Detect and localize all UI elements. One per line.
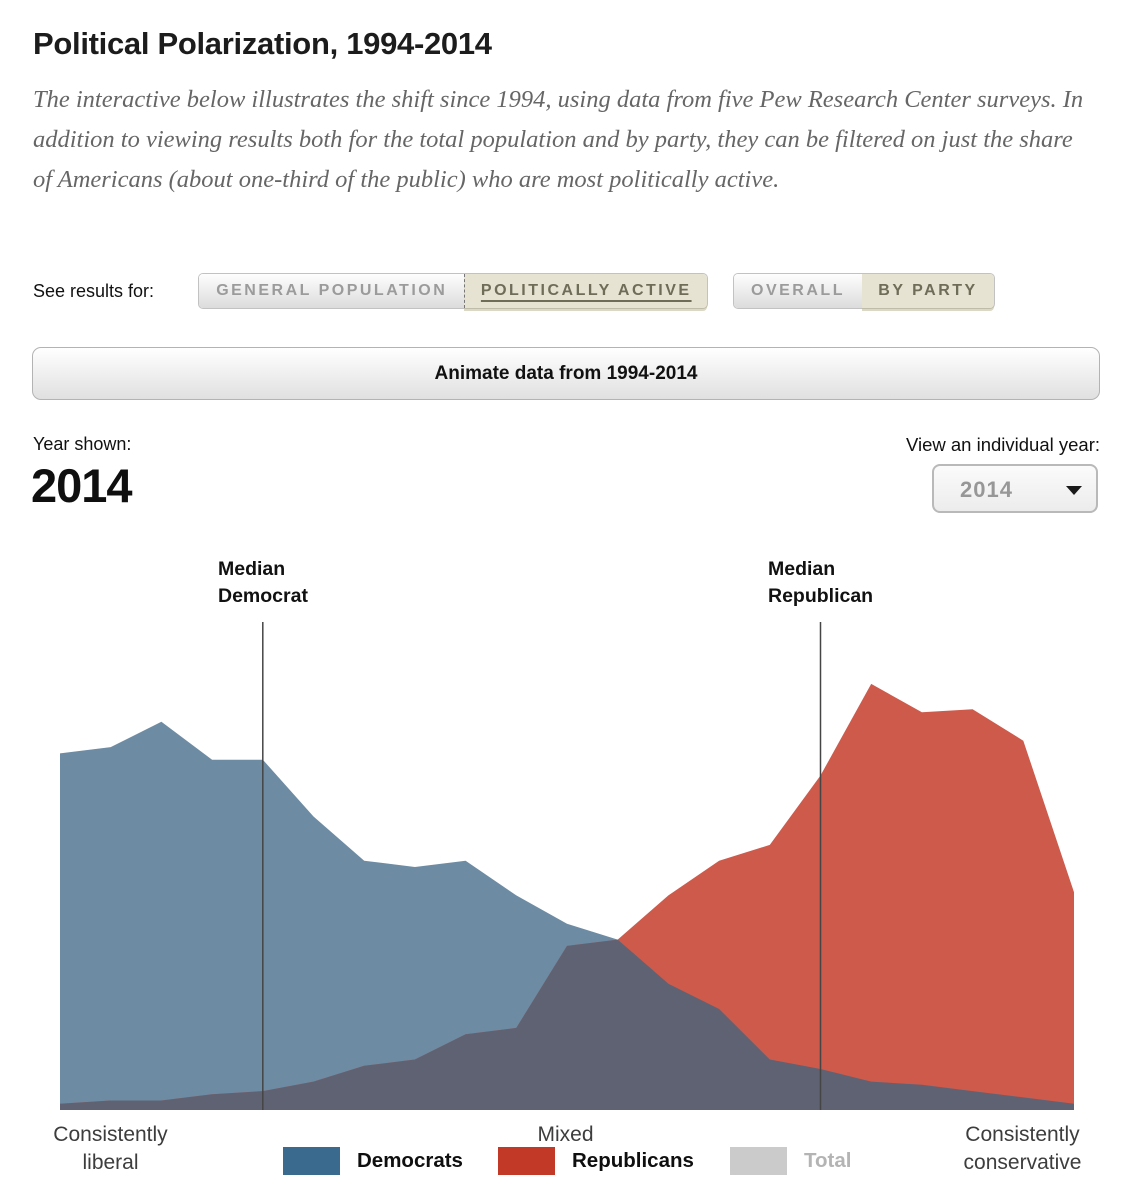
legend-item-republicans[interactable]: Republicans xyxy=(498,1147,694,1175)
year-dropdown-value: 2014 xyxy=(960,477,1013,502)
legend-item-democrats[interactable]: Democrats xyxy=(283,1147,463,1175)
view-toggle-group: OVERALL BY PARTY xyxy=(733,273,995,309)
polarization-area-chart: Median Democrat Median Republican xyxy=(0,550,1125,1110)
population-toggle-group: GENERAL POPULATION POLITICALLY ACTIVE xyxy=(198,273,708,309)
democrats-swatch-icon xyxy=(283,1147,340,1175)
legend-label: Total xyxy=(804,1149,852,1172)
by-party-button[interactable]: BY PARTY xyxy=(862,274,994,308)
republicans-swatch-icon xyxy=(498,1147,555,1175)
overlap-area xyxy=(60,939,1074,1110)
x-axis-label-conservative: Consistently conservative xyxy=(963,1123,1082,1174)
politically-active-button[interactable]: POLITICALLY ACTIVE xyxy=(464,274,707,308)
see-results-label: See results for: xyxy=(33,281,155,301)
democrats-area xyxy=(60,721,1074,1110)
x-axis-label-mixed: Mixed xyxy=(537,1123,594,1146)
year-shown-label: Year shown: xyxy=(33,434,132,454)
median-republican-label: Median Republican xyxy=(768,558,874,607)
chart-legend: Democrats Republicans Total xyxy=(0,1147,1125,1180)
general-population-button[interactable]: GENERAL POPULATION xyxy=(199,274,465,308)
animate-button[interactable]: Animate data from 1994-2014 xyxy=(32,347,1100,400)
caret-down-icon xyxy=(1066,486,1082,495)
x-axis-label-liberal: Consistently liberal xyxy=(53,1123,168,1174)
median-democrat-label: Median Democrat xyxy=(218,558,308,607)
year-shown-value: 2014 xyxy=(31,459,133,512)
chart-canvas xyxy=(60,622,1074,1110)
total-swatch-icon xyxy=(730,1147,787,1175)
overall-button[interactable]: OVERALL xyxy=(734,274,862,308)
legend-label: Democrats xyxy=(357,1149,463,1172)
year-dropdown[interactable]: 2014 xyxy=(932,464,1098,513)
intro-paragraph: The interactive below illustrates the sh… xyxy=(33,86,1084,193)
legend-label: Republicans xyxy=(572,1149,694,1172)
view-year-label: View an individual year: xyxy=(905,434,1100,455)
legend-item-total[interactable]: Total xyxy=(730,1147,851,1175)
page-title: Political Polarization, 1994-2014 xyxy=(33,26,492,61)
